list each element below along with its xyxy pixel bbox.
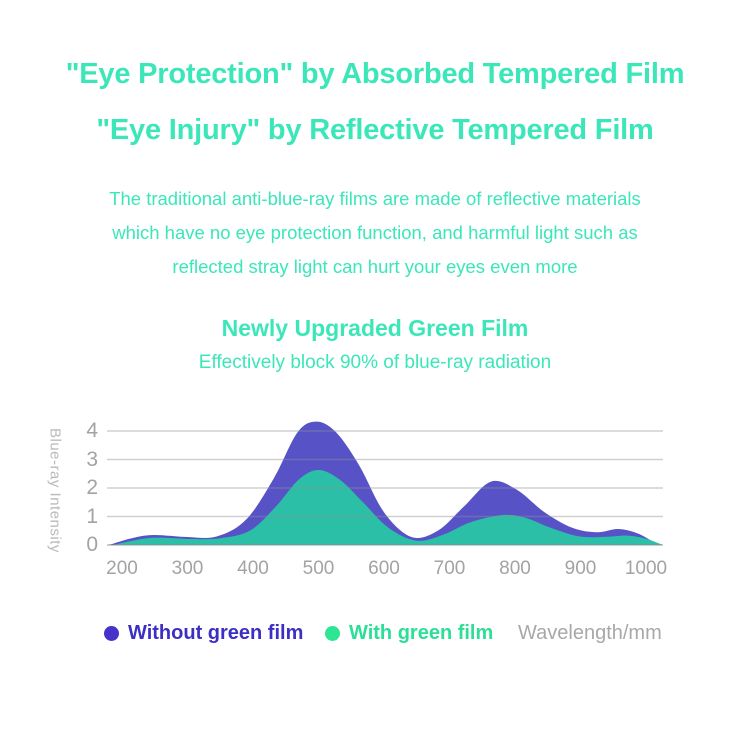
purple-dot-icon (104, 625, 119, 641)
section-title: Newly Upgraded Green Film (221, 315, 529, 341)
x-tick-600: 600 (368, 558, 400, 579)
legend-item-without-green-film: Without green film (104, 621, 303, 645)
description-paragraph: The traditional anti-blue-ray films are … (0, 182, 750, 284)
x-tick-1000: 1000 (624, 558, 668, 579)
legend-item-with-green-film: With green film (325, 621, 493, 645)
y-axis-title: Blue-ray Intensity (46, 427, 64, 553)
description-line-1: The traditional anti-blue-ray films are … (109, 188, 641, 209)
x-tick-300: 300 (171, 558, 204, 579)
description-line-2: which have no eye protection function, a… (112, 222, 638, 243)
area-with-green-film (112, 470, 664, 545)
y-tick-3: 3 (86, 447, 98, 471)
y-tick-1: 1 (86, 504, 98, 528)
description-line-3: reflected stray light can hurt your eyes… (172, 256, 578, 277)
x-tick-200: 200 (106, 558, 138, 579)
main-title-line-1: "Eye Protection" by Absorbed Tempered Fi… (65, 58, 685, 90)
y-tick-4: 4 (86, 419, 98, 442)
x-tick-800: 800 (499, 558, 531, 579)
x-tick-400: 400 (237, 558, 269, 579)
x-tick-500: 500 (302, 558, 335, 579)
y-tick-0: 0 (86, 533, 98, 556)
x-tick-700: 700 (433, 558, 466, 579)
section-subtitle: Effectively block 90% of blue-ray radiat… (198, 352, 552, 373)
chart-canvas (107, 421, 664, 546)
y-tick-2: 2 (86, 476, 98, 499)
legend-label-without-green-film: Without green film (128, 622, 304, 644)
main-title-line-2: "Eye Injury" by Reflective Tempered Film (96, 114, 654, 146)
area-without-green-film (108, 421, 656, 545)
green-dot-icon (325, 625, 340, 641)
x-axis-title: Wavelength/mm (518, 622, 662, 644)
x-tick-900: 900 (564, 558, 597, 579)
legend-label-with-green-film: With green film (349, 622, 494, 644)
